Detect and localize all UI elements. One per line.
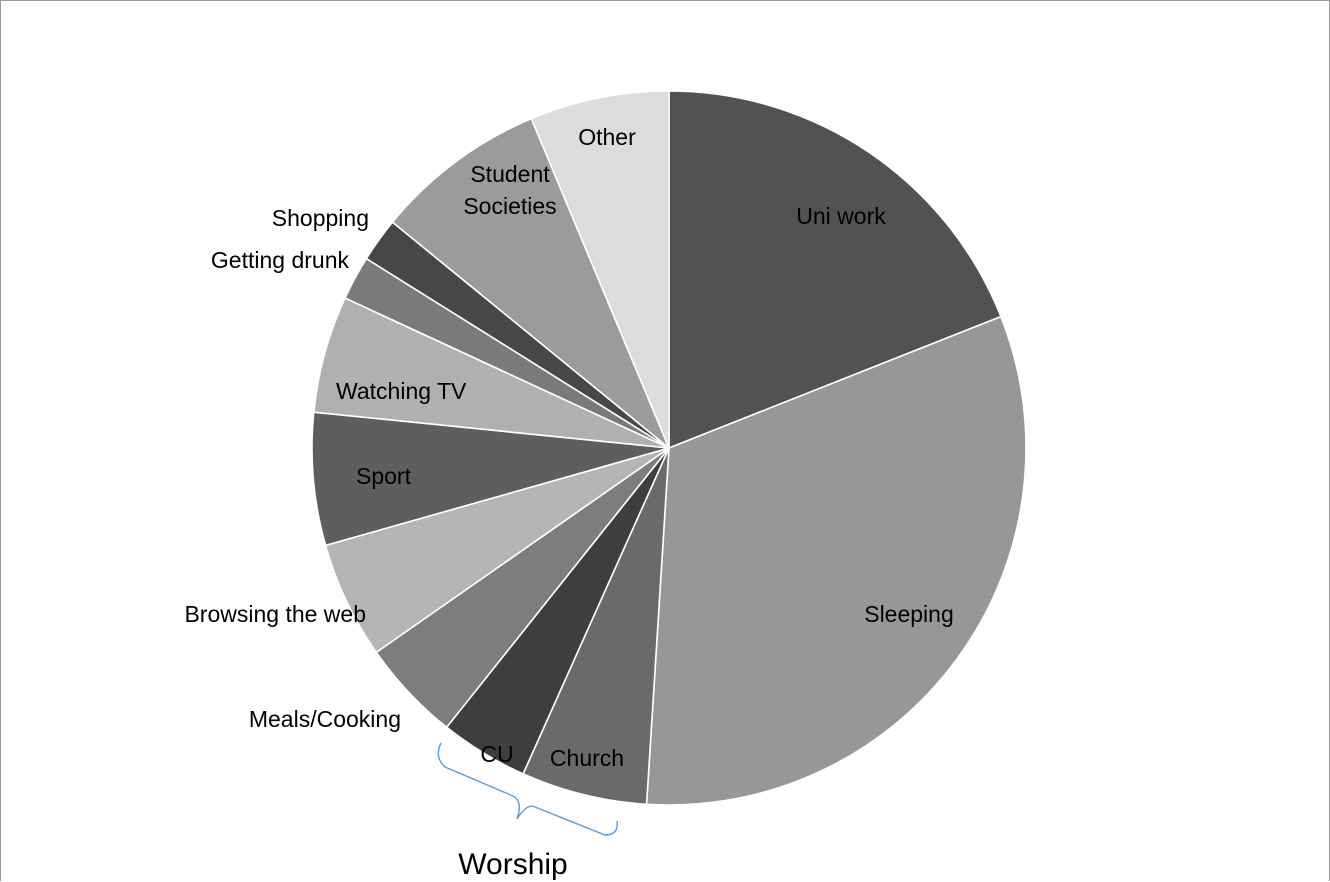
slice-label-line: Getting drunk <box>211 247 350 273</box>
slice-sport <box>311 411 670 547</box>
slice-label-line: Student <box>470 161 550 187</box>
slice-label-shopping: Shopping <box>272 205 369 231</box>
slice-label-watching-tv: Watching TV <box>336 378 467 404</box>
slice-label-line: Uni work <box>796 203 886 229</box>
slice-label-line: Shopping <box>272 205 369 231</box>
slice-other <box>530 90 670 449</box>
slice-label-line: Sleeping <box>864 601 954 627</box>
pie-slices <box>311 90 1027 806</box>
slice-label-church: Church <box>550 745 624 771</box>
slice-label-line: Church <box>550 745 624 771</box>
slice-label-uni-work: Uni work <box>796 203 886 229</box>
slice-church <box>522 447 670 806</box>
slice-label-line: Browsing the web <box>184 601 366 627</box>
slice-label-getting-drunk: Getting drunk <box>211 247 350 273</box>
pie-labels: Uni work Sleeping Church CU Meals/Cooking Bro… <box>184 124 953 771</box>
slice-label-line: Watching TV <box>336 378 467 404</box>
slice-label-line: Sport <box>356 463 412 489</box>
slice-sleeping <box>645 315 1027 806</box>
slice-label-line: Meals/Cooking <box>249 706 401 732</box>
slice-label-cu: CU <box>480 741 513 767</box>
slice-label-browsing-the-web: Browsing the web <box>184 601 366 627</box>
worship-annotation: Worship <box>437 742 618 881</box>
slice-label-line: Societies <box>463 193 556 219</box>
slice-uni-work <box>668 90 1002 450</box>
slice-label-other: Other <box>578 124 636 150</box>
slice-label-line: CU <box>480 741 513 767</box>
slice-label-sport: Sport <box>356 463 412 489</box>
worship-brace <box>437 742 618 836</box>
worship-label: Worship <box>458 848 567 881</box>
slice-label-meals-cooking: Meals/Cooking <box>249 706 401 732</box>
slice-student-societies <box>391 117 670 449</box>
slice-label-sleeping: Sleeping <box>864 601 954 627</box>
slice-label-line: Other <box>578 124 636 150</box>
slice-label-student-societies: Student Societies <box>463 161 556 219</box>
